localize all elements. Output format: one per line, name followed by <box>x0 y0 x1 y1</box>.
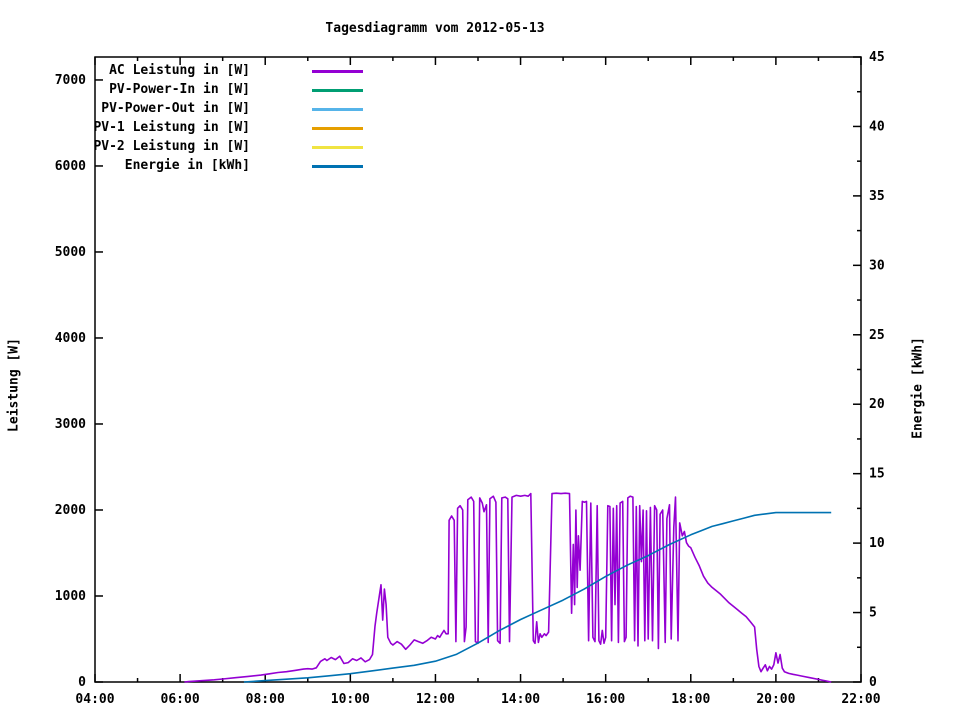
x-tick-label: 10:00 <box>331 692 370 707</box>
y1-tick-label: 7000 <box>55 73 86 88</box>
legend-label-3: PV-1 Leistung in [W] <box>93 120 250 135</box>
y1-tick-label: 4000 <box>55 331 86 346</box>
legend-label-5: Energie in [kWh] <box>124 158 250 173</box>
y2-tick-label: 40 <box>869 119 885 134</box>
y2-tick-label: 20 <box>869 397 885 412</box>
series-line-ac-power <box>184 492 832 683</box>
legend-line-0 <box>312 70 363 73</box>
legend-label-2: PV-Power-Out in [W] <box>101 101 250 116</box>
y2-tick-label: 15 <box>869 467 885 482</box>
legend-label-0: AC Leistung in [W] <box>109 63 250 78</box>
y2-tick-label: 35 <box>869 189 885 204</box>
y2-tick-label: 45 <box>869 50 885 65</box>
y2-tick-label: 5 <box>869 606 877 621</box>
legend-line-1 <box>312 89 363 92</box>
legend-label-1: PV-Power-In in [W] <box>109 82 250 97</box>
y2-tick-label: 25 <box>869 328 885 343</box>
legend-line-2 <box>312 108 363 111</box>
y2-tick-label: 10 <box>869 536 885 551</box>
x-tick-label: 20:00 <box>756 692 795 707</box>
legend-line-3 <box>312 127 363 130</box>
x-tick-label: 18:00 <box>671 692 710 707</box>
y1-tick-label: 1000 <box>55 589 86 604</box>
chart-title: Tagesdiagramm vom 2012-05-13 <box>325 21 545 36</box>
y1-tick-label: 3000 <box>55 417 86 432</box>
legend-label-4: PV-2 Leistung in [W] <box>93 139 250 154</box>
y1-tick-label: 2000 <box>55 503 86 518</box>
y1-tick-label: 6000 <box>55 159 86 174</box>
x-tick-label: 12:00 <box>416 692 455 707</box>
y1-tick-label: 0 <box>78 675 86 690</box>
y1-tick-label: 5000 <box>55 245 86 260</box>
y2-tick-label: 30 <box>869 258 885 273</box>
x-tick-label: 06:00 <box>161 692 200 707</box>
series-line-energy <box>243 511 832 683</box>
legend-line-4 <box>312 146 363 149</box>
legend-line-5 <box>312 165 363 168</box>
x-tick-label: 08:00 <box>246 692 285 707</box>
x-tick-label: 16:00 <box>586 692 625 707</box>
x-tick-label: 04:00 <box>75 692 114 707</box>
x-tick-label: 22:00 <box>841 692 880 707</box>
y2-tick-label: 0 <box>869 675 877 690</box>
x-tick-label: 14:00 <box>501 692 540 707</box>
